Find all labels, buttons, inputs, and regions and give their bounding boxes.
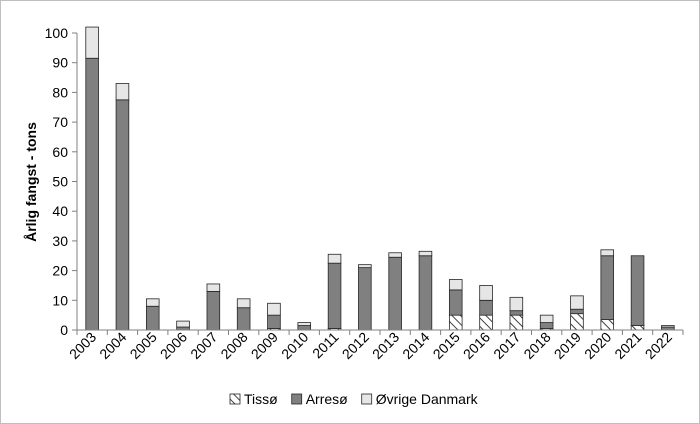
bar-segment-2011-2: [327, 253, 342, 264]
bar-segment-2017-0: [509, 314, 524, 331]
bar-segment-2004-2: [115, 83, 130, 101]
x-tick-label-2015: 2015: [430, 329, 463, 362]
y-tick-label: 20: [52, 263, 68, 279]
x-tick-label-2007: 2007: [187, 329, 220, 362]
bar-segment-2012-2: [358, 264, 372, 269]
x-tick-label-2017: 2017: [490, 329, 523, 362]
x-tick-label-2020: 2020: [581, 329, 614, 362]
bar-segment-2019-2: [570, 295, 584, 310]
y-tick-label: 70: [52, 114, 68, 130]
x-tick-label-2010: 2010: [278, 329, 311, 362]
y-tick-label: 60: [52, 144, 68, 160]
x-tick-label-2013: 2013: [369, 329, 402, 362]
y-tick-label: 90: [52, 55, 68, 71]
bar-segment-2005-2: [145, 298, 160, 307]
bar-segment-2018-1: [539, 322, 554, 329]
bar-segment-2008-2: [236, 298, 251, 309]
bar-segment-2007-2: [206, 283, 221, 292]
bar-segment-2015-0: [448, 314, 463, 331]
bar-segment-2015-1: [448, 289, 463, 316]
bar-segment-2015-2: [448, 279, 463, 291]
y-tick-label: 80: [52, 84, 68, 100]
y-axis-label: Årlig fangst - tons: [23, 122, 39, 242]
legend-item-1: Arresø: [291, 391, 348, 407]
bar-segment-2017-1: [509, 310, 524, 316]
bar-segment-2014-2: [418, 250, 433, 257]
bar-segment-2016-0: [479, 314, 493, 331]
bar-segment-2018-2: [539, 314, 554, 323]
y-tick-label: 10: [52, 292, 68, 308]
bar-segment-2014-1: [418, 255, 433, 331]
x-tick-label-2014: 2014: [399, 329, 432, 362]
bar-segment-2004-1: [115, 99, 130, 331]
bar-segment-2012-1: [358, 267, 372, 331]
legend-label: Arresø: [306, 391, 348, 407]
bar-segment-2022-2: [661, 325, 675, 328]
bar-segment-2013-2: [388, 252, 402, 258]
legend-label: Øvrige Danmark: [376, 391, 479, 407]
bar-segment-2006-2: [176, 320, 190, 328]
bar-segment-2003-1: [85, 57, 99, 331]
x-tick-label-2008: 2008: [217, 329, 250, 362]
legend-item-0: Tissø: [229, 391, 278, 407]
bar-segment-2016-2: [479, 285, 493, 301]
x-tick-label-2019: 2019: [551, 329, 584, 362]
bar-segment-2011-1: [327, 262, 342, 329]
bar-segment-2019-0: [570, 313, 584, 331]
legend-swatch: [291, 393, 303, 405]
bar-segment-2005-1: [145, 305, 160, 331]
bar-segment-2016-1: [479, 299, 493, 316]
bar-segment-2010-2: [297, 322, 312, 326]
bar-segment-2009-2: [267, 302, 281, 316]
bar-segment-2013-1: [388, 256, 402, 331]
bar-segment-2007-1: [206, 290, 221, 331]
x-tick-label-2021: 2021: [611, 329, 644, 362]
bar-segment-2020-0: [600, 319, 615, 331]
x-tick-label-2012: 2012: [339, 329, 372, 362]
bar-segment-2017-2: [509, 296, 524, 312]
legend-swatch: [361, 393, 373, 405]
bar-segment-2009-1: [267, 314, 281, 329]
x-tick-label-2004: 2004: [96, 329, 129, 362]
bar-segment-2003-2: [85, 26, 99, 59]
legend: Tissø Arresø Øvrige Danmark: [229, 391, 479, 407]
legend-swatch: [229, 393, 241, 405]
x-tick-label-2018: 2018: [520, 329, 553, 362]
bar-segment-2020-2: [600, 249, 615, 257]
bar-segment-2008-1: [236, 307, 251, 331]
x-tick-label-2022: 2022: [642, 329, 675, 362]
y-tick-label: 50: [52, 174, 68, 190]
plot-area: 0102030405060708090100200320042005200620…: [45, 25, 684, 362]
x-tick-label-2009: 2009: [248, 329, 281, 362]
legend-item-2: Øvrige Danmark: [361, 391, 479, 407]
bar-segment-2021-1: [630, 255, 645, 326]
x-tick-label-2011: 2011: [309, 329, 342, 362]
y-tick-label: 30: [52, 233, 68, 249]
bar-segment-2019-1: [570, 308, 584, 315]
x-tick-label-2006: 2006: [157, 329, 190, 362]
x-tick-label-2003: 2003: [66, 329, 99, 362]
y-tick-label: 0: [60, 322, 68, 338]
legend-label: Tissø: [244, 391, 278, 407]
y-tick-label: 100: [45, 25, 69, 41]
bar-segment-2020-1: [600, 255, 615, 321]
y-tick-label: 40: [52, 203, 68, 219]
x-tick-label-2005: 2005: [127, 329, 160, 362]
x-tick-label-2016: 2016: [460, 329, 493, 362]
